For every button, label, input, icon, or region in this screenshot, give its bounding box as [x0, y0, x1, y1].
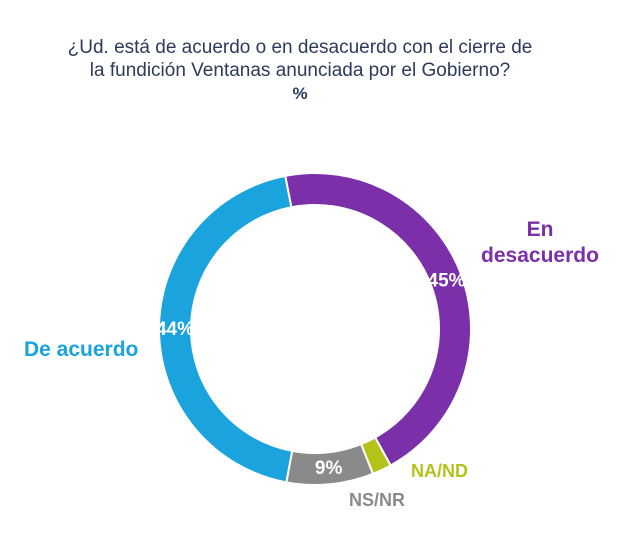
donut-slice-0 [284, 172, 472, 467]
donut-slice-value-label-2: 9% [315, 458, 343, 479]
legend-label-de-acuerdo: De acuerdo [24, 338, 139, 361]
legend-label-na-nd: NA/ND [411, 461, 468, 481]
legend-label-en-desacuerdo-line-2: desacuerdo [481, 244, 599, 267]
chart-title-line-2: la fundición Ventanas anunciada por el G… [89, 60, 511, 81]
donut-slice-3 [158, 174, 294, 484]
chart-title: ¿Ud. está de acuerdo o en desacuerdo con… [0, 36, 600, 105]
legend-label-en-desacuerdo: En desacuerdo [470, 217, 610, 269]
chart-title-line-1: ¿Ud. está de acuerdo o en desacuerdo con… [67, 37, 533, 58]
legend-label-ns-nr: NS/NR [349, 490, 406, 510]
chart-unit: % [292, 84, 308, 103]
legend-label-en-desacuerdo-line-1: En [526, 218, 554, 241]
donut-slice-value-label-1: 2% [348, 418, 376, 439]
donut-slice-value-label-0: 45% [428, 271, 466, 292]
donut-slice-value-label-3: 44% [156, 319, 194, 340]
